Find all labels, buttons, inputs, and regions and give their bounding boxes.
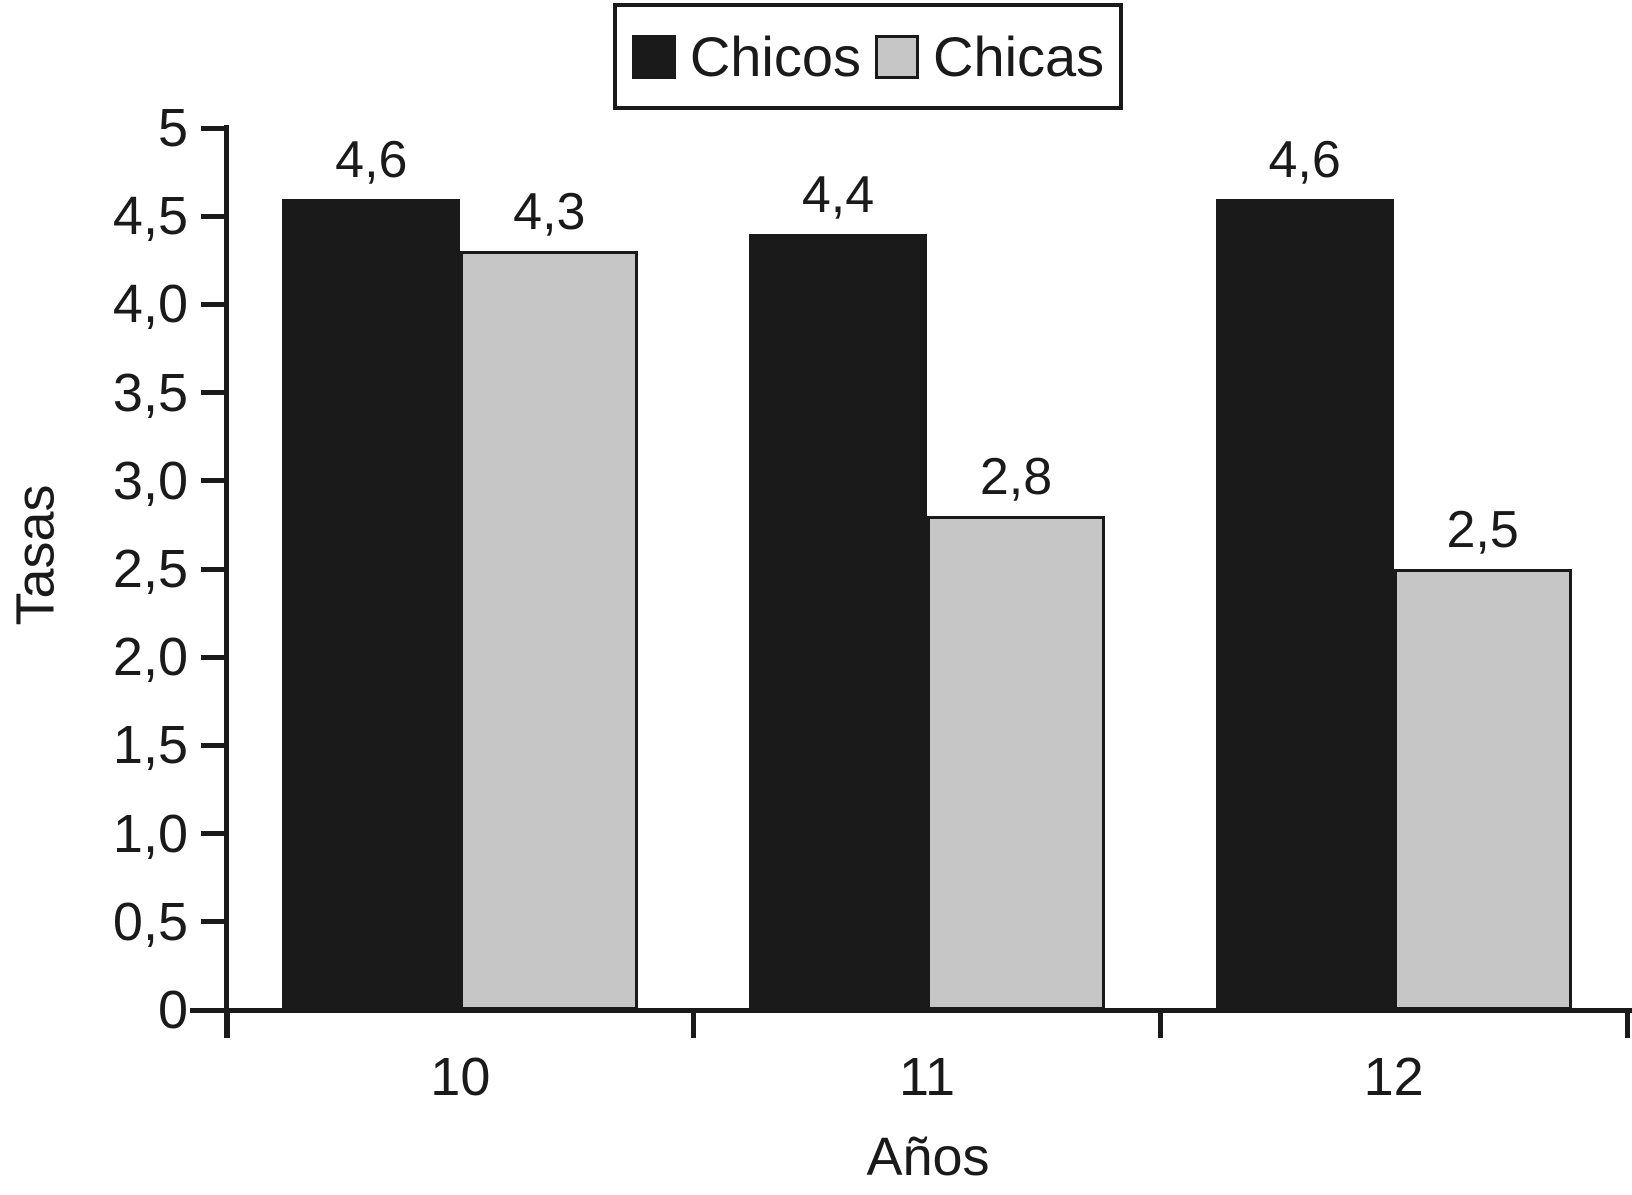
bar-value-label: 4,4 <box>801 165 875 224</box>
bar-chicas-12 <box>1393 569 1572 1010</box>
y-tick <box>201 125 225 131</box>
y-tick-label: 3,5 <box>112 362 188 423</box>
y-tick-label: 4,5 <box>112 186 188 247</box>
y-tick-label: 1,0 <box>112 803 188 864</box>
y-tick <box>201 1007 225 1013</box>
y-tick-label: 2,0 <box>112 627 188 688</box>
x-tick <box>224 1008 230 1038</box>
legend-label-chicos: Chicos <box>689 24 861 88</box>
legend-swatch-chicos <box>631 34 676 79</box>
bar-value-label: 2,8 <box>979 448 1053 507</box>
y-tick-label: 0,5 <box>112 891 188 952</box>
bar-value-label: 4,6 <box>335 130 408 189</box>
legend-swatch-chicas <box>875 34 919 79</box>
bar-chicas-10 <box>460 251 639 1010</box>
x-axis-line <box>190 1008 1632 1013</box>
y-tick <box>201 742 225 748</box>
x-tick <box>1624 1008 1630 1038</box>
y-tick-label: 0 <box>157 980 188 1040</box>
y-tick <box>201 831 225 837</box>
y-axis-line <box>224 125 229 1038</box>
bar-value-label: 4,3 <box>513 183 586 242</box>
x-tick-label: 10 <box>430 1047 491 1107</box>
bar-chicos-12 <box>1215 198 1394 1010</box>
bar-chicos-11 <box>749 233 927 1010</box>
y-tick-label: 4,0 <box>112 274 188 335</box>
y-tick <box>201 213 225 219</box>
y-tick-label: 1,5 <box>112 715 188 776</box>
bar-chicas-11 <box>927 516 1105 1010</box>
y-tick <box>201 566 225 572</box>
bar-value-label: 2,5 <box>1446 501 1519 559</box>
y-tick <box>201 919 225 925</box>
chart-legend: Chicos Chicas <box>613 3 1123 110</box>
y-tick <box>201 301 225 307</box>
legend-label-chicas: Chicas <box>933 24 1105 88</box>
y-tick-label: 2,5 <box>112 539 188 599</box>
bar-chicos-10 <box>282 198 461 1010</box>
x-tick <box>691 1008 697 1038</box>
x-tick <box>1157 1008 1163 1038</box>
y-tick-label: 5 <box>157 98 188 158</box>
x-tick-label: 12 <box>1363 1047 1424 1107</box>
y-tick-label: 3,0 <box>112 450 188 511</box>
x-tick-label: 11 <box>898 1047 956 1107</box>
y-tick <box>201 654 225 660</box>
x-axis-title: Años <box>866 1127 990 1187</box>
bar-value-label: 4,6 <box>1268 130 1341 189</box>
y-tick <box>201 390 225 396</box>
y-tick <box>201 478 225 484</box>
